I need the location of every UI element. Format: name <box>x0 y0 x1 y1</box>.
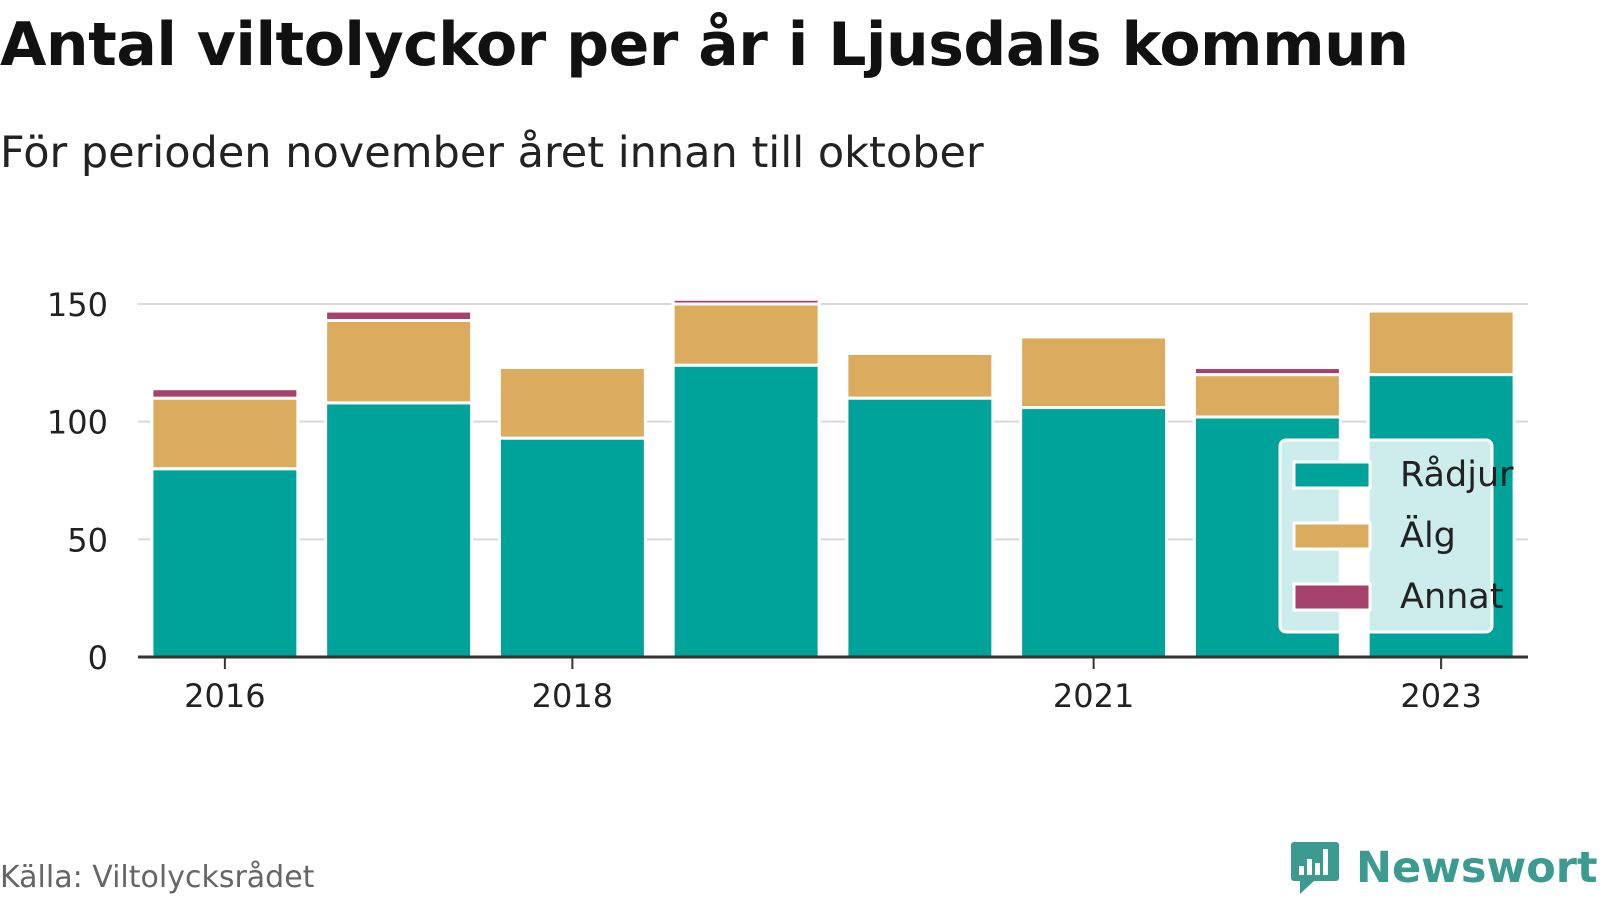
brand-name: Newsworthy <box>1356 843 1600 893</box>
bar-älg <box>324 318 474 405</box>
x-tick-label: 2023 <box>1400 677 1481 715</box>
x-tick-label: 2021 <box>1053 677 1134 715</box>
legend-label: Älg <box>1400 514 1456 556</box>
legend-swatch <box>1292 460 1372 490</box>
newsworthy-logo-icon <box>1291 842 1339 894</box>
bar-annat <box>324 309 474 322</box>
bar-rådjur <box>671 363 821 659</box>
bar-annat <box>150 387 300 400</box>
bar-älg <box>1019 335 1169 410</box>
source-note: Källa: Viltolycksrådet <box>0 860 315 895</box>
brand: Newsworthy <box>1290 840 1600 896</box>
legend-swatch <box>1292 582 1372 612</box>
chart-title: Antal viltolyckor per år i Ljusdals komm… <box>0 10 1409 80</box>
x-tick-label: 2016 <box>184 677 265 715</box>
bar-annat <box>1192 366 1342 377</box>
y-tick-label: 150 <box>47 286 108 324</box>
bar-rådjur <box>1019 406 1169 659</box>
y-tick-label: 100 <box>47 404 108 442</box>
bar-rådjur <box>324 401 474 659</box>
bar-älg <box>1192 373 1342 419</box>
bar-rådjur <box>150 467 300 659</box>
bar-rådjur <box>497 436 647 659</box>
y-tick-label: 50 <box>67 521 108 559</box>
chart-subtitle: För perioden november året innan till ok… <box>0 128 984 178</box>
bar-älg <box>1366 309 1516 377</box>
bar-älg <box>671 302 821 367</box>
bar-älg <box>845 351 995 400</box>
bar-älg <box>497 366 647 440</box>
y-tick-label: 0 <box>88 639 108 677</box>
legend-label: Annat <box>1400 577 1503 617</box>
bar-annat <box>671 297 821 306</box>
bar-rådjur <box>845 396 995 659</box>
legend-swatch <box>1292 521 1372 551</box>
x-tick-label: 2018 <box>532 677 613 715</box>
bar-älg <box>150 396 300 471</box>
legend-label: Rådjur <box>1400 454 1514 495</box>
